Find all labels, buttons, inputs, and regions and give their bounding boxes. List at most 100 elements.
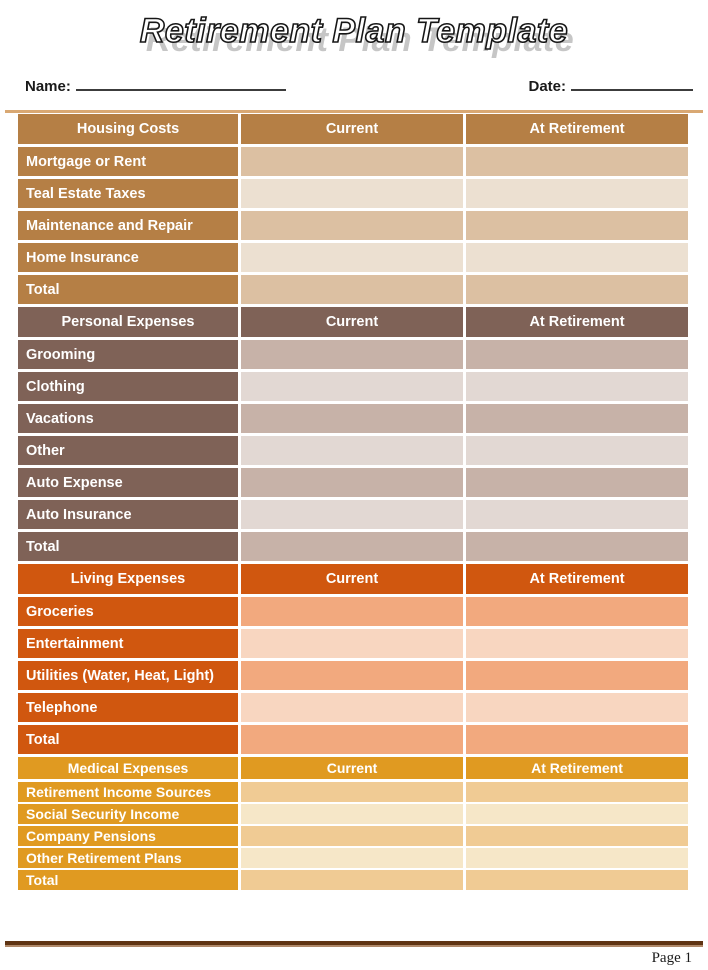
value-cell-at-retirement[interactable] <box>466 468 688 497</box>
value-cell-current[interactable] <box>241 804 463 824</box>
row-label: Vacations <box>18 404 238 433</box>
value-cell-current[interactable] <box>241 243 463 272</box>
value-cell-at-retirement[interactable] <box>466 629 688 658</box>
table-row-mortgage-or-rent: Mortgage or Rent <box>18 147 688 176</box>
value-cell-at-retirement[interactable] <box>466 179 688 208</box>
value-cell-at-retirement[interactable] <box>466 211 688 240</box>
row-label: Teal Estate Taxes <box>18 179 238 208</box>
value-cell-current[interactable] <box>241 436 463 465</box>
value-cell-current[interactable] <box>241 870 463 890</box>
value-cell-at-retirement[interactable] <box>466 372 688 401</box>
section-living-expenses: Living Expenses Current At Retirement Groce… <box>18 564 688 754</box>
top-divider-rule <box>5 110 703 113</box>
value-cell-at-retirement[interactable] <box>466 848 688 868</box>
column-header-current: Current <box>241 564 463 594</box>
page-title-shadow: Retirement Plan Template <box>145 21 575 59</box>
section-header-row: Living Expenses Current At Retirement <box>18 564 688 594</box>
table-row-total: Total <box>18 725 688 754</box>
section-medical-expenses: Medical Expenses Current At Retirement Reti… <box>18 757 688 890</box>
value-cell-at-retirement[interactable] <box>466 436 688 465</box>
footer-divider-rule-dark <box>5 941 703 945</box>
name-blank-line[interactable] <box>75 75 286 91</box>
value-cell-current[interactable] <box>241 211 463 240</box>
section-title: Living Expenses <box>18 564 238 594</box>
row-label: Clothing <box>18 372 238 401</box>
value-cell-current[interactable] <box>241 826 463 846</box>
value-cell-current[interactable] <box>241 275 463 304</box>
value-cell-current[interactable] <box>241 532 463 561</box>
row-label: Telephone <box>18 693 238 722</box>
value-cell-at-retirement[interactable] <box>466 404 688 433</box>
name-date-row: Name: Date: <box>25 75 693 95</box>
row-label: Maintenance and Repair <box>18 211 238 240</box>
value-cell-at-retirement[interactable] <box>466 693 688 722</box>
value-cell-current[interactable] <box>241 848 463 868</box>
section-title: Personal Expenses <box>18 307 238 337</box>
section-housing-costs: Housing Costs Current At Retirement Mortgag… <box>18 114 688 304</box>
table-row-other-retirement-plans: Other Retirement Plans <box>18 848 688 868</box>
row-label: Other <box>18 436 238 465</box>
row-label: Mortgage or Rent <box>18 147 238 176</box>
row-label: Social Security Income <box>18 804 238 824</box>
row-label: Total <box>18 275 238 304</box>
value-cell-at-retirement[interactable] <box>466 597 688 626</box>
section-title: Medical Expenses <box>18 757 238 779</box>
value-cell-current[interactable] <box>241 597 463 626</box>
table-row-total: Total <box>18 275 688 304</box>
value-cell-current[interactable] <box>241 404 463 433</box>
row-label: Other Retirement Plans <box>18 848 238 868</box>
cost-tables: Housing Costs Current At Retirement Mortgag… <box>18 114 688 892</box>
row-label: Total <box>18 532 238 561</box>
value-cell-current[interactable] <box>241 629 463 658</box>
section-title: Housing Costs <box>18 114 238 144</box>
table-row-home-insurance: Home Insurance <box>18 243 688 272</box>
name-label: Name: <box>25 78 71 95</box>
table-row-groceries: Groceries <box>18 597 688 626</box>
footer-divider-rule-light <box>5 945 703 947</box>
value-cell-at-retirement[interactable] <box>466 725 688 754</box>
row-label: Total <box>18 725 238 754</box>
value-cell-at-retirement[interactable] <box>466 804 688 824</box>
row-label: Auto Insurance <box>18 500 238 529</box>
column-header-at-retirement: At Retirement <box>466 307 688 337</box>
value-cell-current[interactable] <box>241 179 463 208</box>
value-cell-at-retirement[interactable] <box>466 275 688 304</box>
row-label: Grooming <box>18 340 238 369</box>
value-cell-current[interactable] <box>241 340 463 369</box>
table-row-total: Total <box>18 870 688 890</box>
value-cell-at-retirement[interactable] <box>466 243 688 272</box>
value-cell-at-retirement[interactable] <box>466 826 688 846</box>
value-cell-current[interactable] <box>241 725 463 754</box>
page-number: Page 1 <box>651 950 692 966</box>
table-row-utilities-water-heat-light: Utilities (Water, Heat, Light) <box>18 661 688 690</box>
column-header-at-retirement: At Retirement <box>466 114 688 144</box>
value-cell-current[interactable] <box>241 661 463 690</box>
table-row-telephone: Telephone <box>18 693 688 722</box>
row-label: Home Insurance <box>18 243 238 272</box>
value-cell-at-retirement[interactable] <box>466 147 688 176</box>
row-label: Groceries <box>18 597 238 626</box>
value-cell-at-retirement[interactable] <box>466 340 688 369</box>
value-cell-current[interactable] <box>241 147 463 176</box>
value-cell-at-retirement[interactable] <box>466 661 688 690</box>
value-cell-current[interactable] <box>241 782 463 802</box>
value-cell-at-retirement[interactable] <box>466 782 688 802</box>
value-cell-current[interactable] <box>241 693 463 722</box>
value-cell-current[interactable] <box>241 468 463 497</box>
column-header-at-retirement: At Retirement <box>466 564 688 594</box>
page-title: Retirement Plan Template Retirement Plan… <box>0 11 708 64</box>
table-row-auto-insurance: Auto Insurance <box>18 500 688 529</box>
value-cell-current[interactable] <box>241 372 463 401</box>
row-label: Retirement Income Sources <box>18 782 238 802</box>
value-cell-current[interactable] <box>241 500 463 529</box>
value-cell-at-retirement[interactable] <box>466 532 688 561</box>
page-title-text: Retirement Plan Template <box>139 11 569 51</box>
section-header-row: Personal Expenses Current At Retirement <box>18 307 688 337</box>
table-row-company-pensions: Company Pensions <box>18 826 688 846</box>
table-row-teal-estate-taxes: Teal Estate Taxes <box>18 179 688 208</box>
row-label: Auto Expense <box>18 468 238 497</box>
table-row-grooming: Grooming <box>18 340 688 369</box>
value-cell-at-retirement[interactable] <box>466 870 688 890</box>
value-cell-at-retirement[interactable] <box>466 500 688 529</box>
date-blank-line[interactable] <box>571 75 693 91</box>
